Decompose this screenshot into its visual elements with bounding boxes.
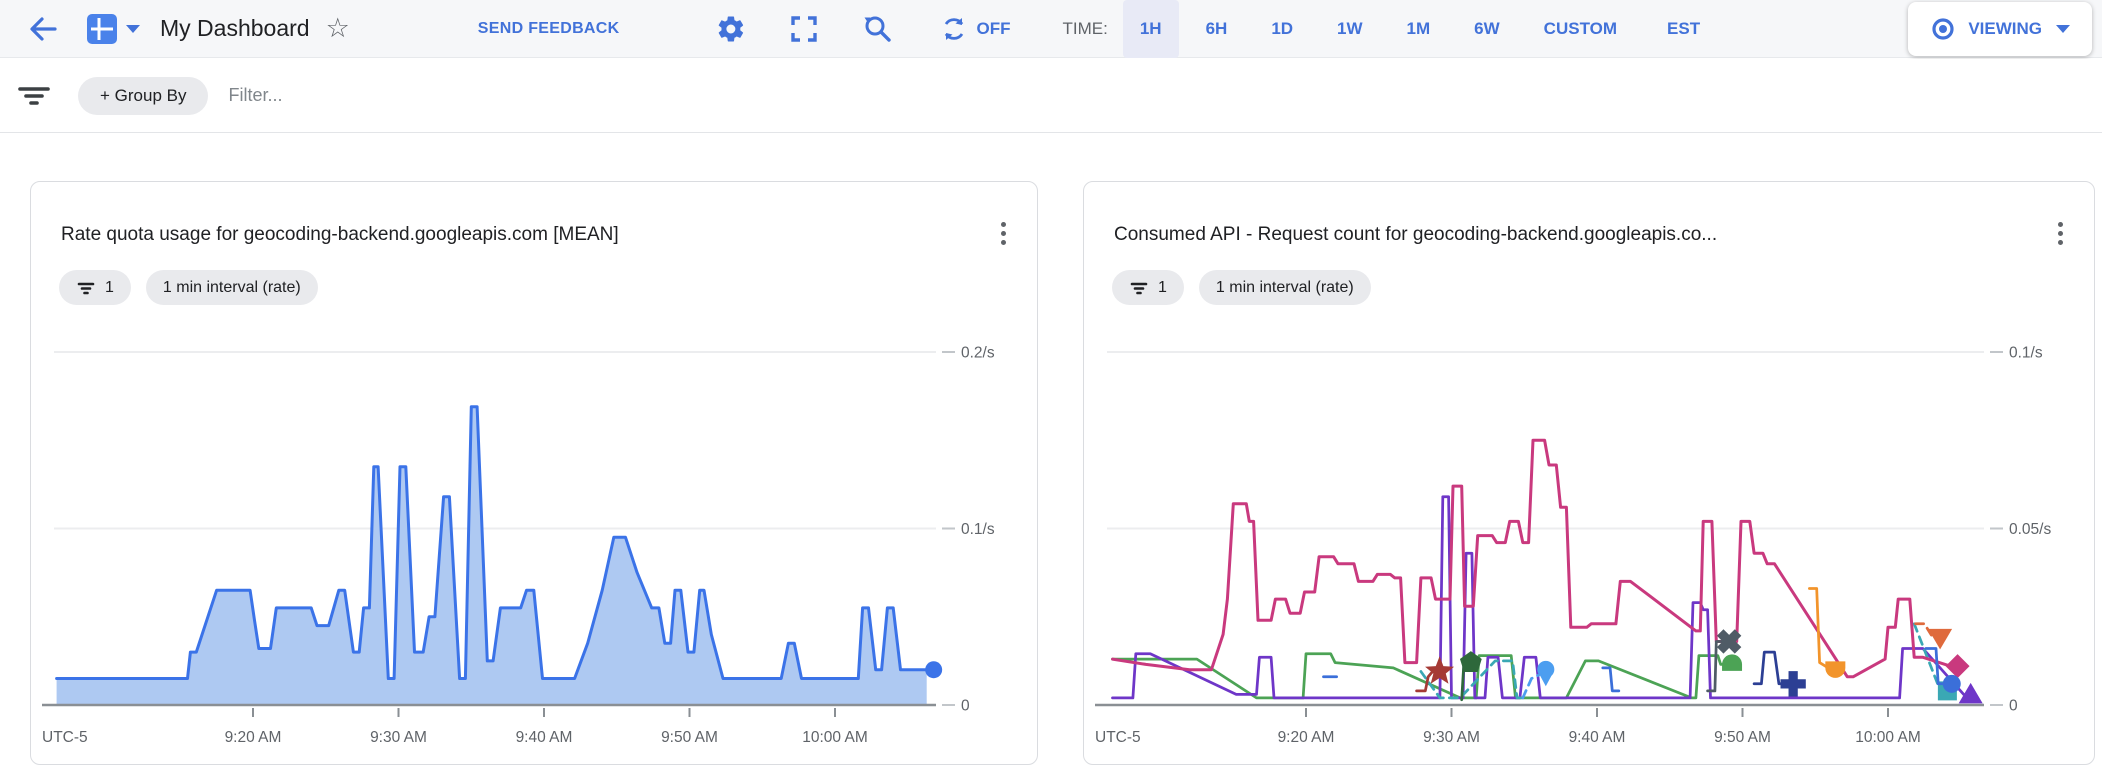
series-green-end-marker: [1722, 654, 1743, 671]
time-range-button-6w[interactable]: 6W: [1474, 18, 1500, 38]
back-arrow-icon: [30, 16, 57, 41]
series-charcoal-line-0: [1706, 640, 1724, 693]
series-darkgreen-end-marker: [1459, 651, 1482, 672]
x-axis-label: 9:20 AM: [1278, 729, 1335, 746]
series-darkred-end-marker: [1425, 656, 1455, 684]
chart-card-rate-quota: Rate quota usage for geocoding-backend.g…: [30, 181, 1038, 765]
x-axis-label: 10:00 AM: [802, 729, 868, 746]
series-charcoal-end-marker: [1716, 629, 1742, 654]
chart-chips: 1 1 min interval (rate): [1112, 270, 1371, 305]
chart-title: Rate quota usage for geocoding-backend.g…: [61, 224, 619, 245]
x-axis-label: 9:30 AM: [1423, 729, 1480, 746]
series-navy-end-marker: [1780, 671, 1806, 697]
series-blue-line-1: [1601, 666, 1621, 693]
fullscreen-icon: [790, 15, 817, 42]
dashboard-content: Rate quota usage for geocoding-backend.g…: [0, 134, 2102, 780]
chart-card-consumed-api: Consumed API - Request count for geocodi…: [1083, 181, 2095, 765]
series-blue-end-marker: [1942, 674, 1961, 693]
zoom-reset-icon: [864, 16, 891, 42]
time-label: TIME:: [1062, 18, 1108, 38]
series-orange-end-marker: [1825, 661, 1846, 678]
send-feedback-button[interactable]: SEND FEEDBACK: [477, 19, 620, 37]
dashboard-grid-icon[interactable]: [86, 13, 118, 45]
chip-filter-icon: [77, 282, 95, 294]
series-green-line-0: [1111, 652, 1727, 700]
time-range-button-1m[interactable]: 1M: [1406, 18, 1431, 38]
series-purple-end-marker: [1958, 682, 1983, 704]
time-range-button-1d[interactable]: 1D: [1271, 18, 1294, 38]
rate-quota-chart-canvas[interactable]: 0 0.1/s 0.2/s 9:20 AM 9:30 AM 9:40 AM 9:50 AM 1…: [31, 332, 1037, 762]
series-teal-line-0: [1419, 659, 1526, 700]
utc-offset-label: UTC-5: [42, 729, 88, 746]
more-options-button[interactable]: [989, 216, 1017, 250]
y-axis-label: 0: [961, 698, 970, 715]
series-blue-line-2: [1924, 647, 1947, 686]
viewing-dropdown-caret: [2056, 25, 2070, 33]
auto-refresh-state: OFF: [976, 18, 1011, 38]
filter-bar: + Group By: [0, 59, 2102, 133]
refresh-icon: [944, 17, 963, 40]
auto-refresh-toggle[interactable]: OFF: [940, 15, 1011, 43]
series-orange-line-0: [1808, 587, 1830, 670]
series-lightblue-end-marker: [1537, 660, 1555, 687]
series-navy-line-0: [1752, 650, 1788, 686]
favorite-star-icon[interactable]: ☆: [325, 13, 350, 43]
series-darkred-line-0: [1415, 670, 1434, 693]
series-purple-line-0: [1111, 495, 1966, 700]
eye-icon: [1932, 18, 1954, 40]
filter-count-chip[interactable]: 1: [59, 270, 131, 305]
filter-list-icon[interactable]: [16, 78, 52, 114]
y-axis-label: 0.1/s: [2009, 345, 2043, 362]
back-button[interactable]: [26, 12, 60, 46]
top-toolbar: My Dashboard ☆ SEND FEEDBACK: [0, 0, 2102, 58]
time-range-button-1w[interactable]: 1W: [1337, 18, 1363, 38]
x-axis-label: 10:00 AM: [1855, 729, 1921, 746]
x-axis-label: 9:50 AM: [1714, 729, 1771, 746]
series-magenta-line-0: [1111, 438, 1953, 679]
filter-count-chip[interactable]: 1: [1112, 270, 1184, 305]
viewing-mode-button[interactable]: VIEWING: [1908, 2, 2092, 56]
x-axis-label: 9:20 AM: [225, 729, 282, 746]
time-range-group: 1H 6H 1D 1W 1M 6W CUSTOM: [1118, 0, 1639, 58]
filter-input[interactable]: [226, 84, 627, 107]
gear-icon: [718, 15, 743, 42]
series-lightblue-line-0: [1521, 673, 1541, 700]
y-axis-label: 0.1/s: [961, 521, 995, 538]
dashboard-dropdown-caret[interactable]: [126, 24, 140, 33]
time-range-button-1h[interactable]: 1H: [1122, 0, 1179, 58]
page-title: My Dashboard: [160, 15, 310, 41]
chart-title: Consumed API - Request count for geocodi…: [1114, 224, 1718, 245]
group-by-chip[interactable]: + Group By: [78, 76, 209, 115]
y-axis-label: 0.2/s: [961, 345, 995, 362]
rate-quota-usage-mean-end-marker: [925, 661, 943, 679]
x-axis-label: 9:30 AM: [370, 729, 427, 746]
interval-chip[interactable]: 1 min interval (rate): [145, 270, 318, 305]
chip-filter-icon: [1130, 282, 1148, 294]
consumed-api-chart-canvas[interactable]: 0 0.05/s 0.1/s 9:20 AM 9:30 AM 9:40 AM 9:50 AM…: [1084, 332, 2094, 762]
x-axis-label: 9:40 AM: [1569, 729, 1626, 746]
y-axis-label: 0: [2009, 698, 2018, 715]
fullscreen-button[interactable]: [790, 15, 818, 43]
x-axis-label: 9:40 AM: [516, 729, 573, 746]
more-options-button[interactable]: [2046, 216, 2074, 250]
y-axis-label: 0.05/s: [2009, 521, 2051, 538]
interval-chip[interactable]: 1 min interval (rate): [1198, 270, 1371, 305]
zoom-reset-button[interactable]: [862, 13, 894, 45]
series-vermilion-line-0: [1914, 622, 1935, 640]
series-vermilion-end-marker: [1928, 628, 1953, 650]
utc-offset-label: UTC-5: [1095, 729, 1141, 746]
rate-quota-usage-mean-line-0: [55, 405, 929, 680]
timezone-button[interactable]: EST: [1667, 18, 1701, 38]
time-range-button-6h[interactable]: 6H: [1205, 18, 1228, 38]
x-axis-label: 9:50 AM: [661, 729, 718, 746]
series-magenta-end-marker: [1945, 654, 1970, 679]
settings-button[interactable]: [716, 14, 746, 44]
time-range-button-custom[interactable]: CUSTOM: [1543, 18, 1618, 38]
viewing-label: VIEWING: [1968, 19, 2042, 38]
chart-chips: 1 1 min interval (rate): [59, 270, 318, 305]
